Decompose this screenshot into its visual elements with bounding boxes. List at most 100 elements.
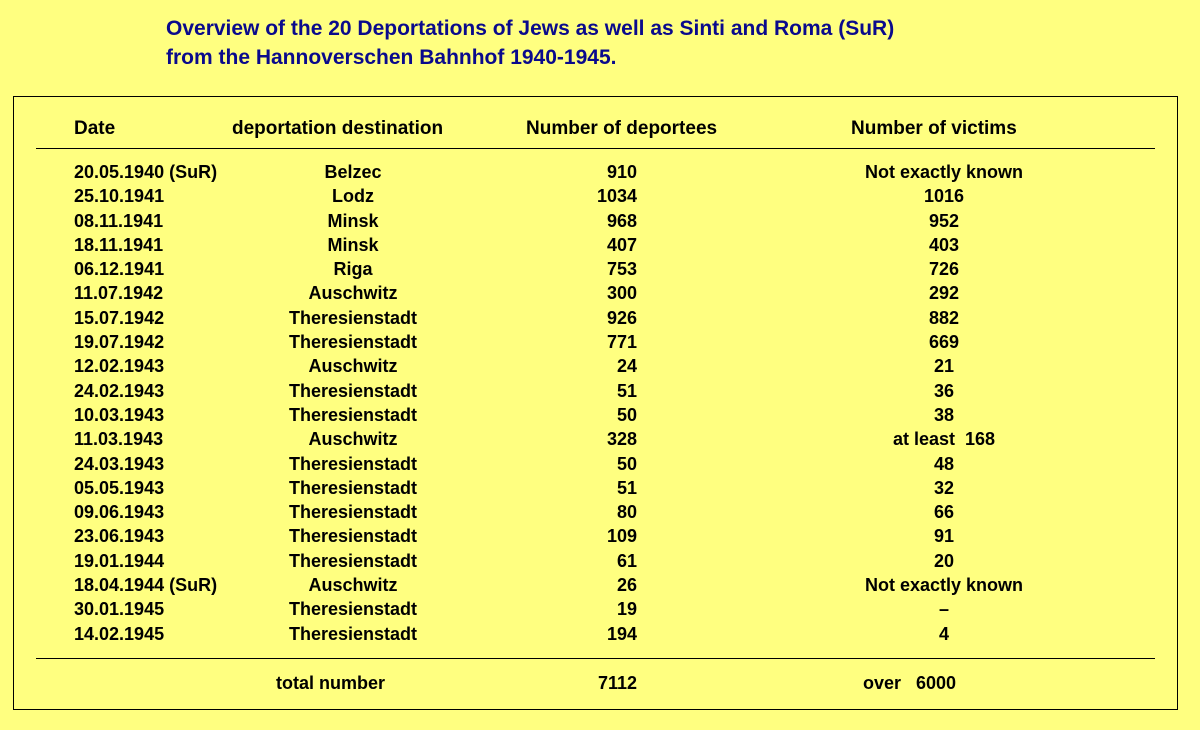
row-destination: Minsk: [327, 210, 379, 231]
table-row: 14.02.1945 Theresienstadt 194 4: [0, 622, 1200, 646]
table-row: 19.01.1944 Theresienstadt 61 20: [0, 549, 1200, 573]
header-date: Date: [74, 118, 116, 139]
row-date: 14.02.1945: [74, 623, 165, 644]
row-destination: Theresienstadt: [288, 599, 418, 620]
row-destination: Auschwitz: [308, 429, 398, 450]
row-deportees: 51: [616, 380, 637, 401]
title-line-2: from the Hannoverschen Bahnhof 1940-1945…: [166, 46, 617, 69]
row-date: 25.10.1941: [74, 186, 165, 207]
row-victims: 32: [933, 477, 955, 498]
row-victims: 952: [928, 210, 960, 231]
row-date: 08.11.1941: [74, 210, 164, 231]
row-victims: 66: [933, 502, 955, 523]
row-victims: 36: [933, 380, 955, 401]
row-date: 12.02.1943: [74, 356, 165, 377]
table-row: 06.12.1941 Riga 753 726: [0, 257, 1200, 281]
row-destination: Lodz: [332, 186, 374, 207]
row-victims: –: [938, 599, 950, 620]
table-row: 12.02.1943 Auschwitz 24 21: [0, 354, 1200, 378]
row-deportees: 328: [606, 429, 637, 450]
total-label: total number: [276, 673, 386, 693]
row-destination: Riga: [333, 259, 373, 280]
row-destination: Belzec: [324, 162, 382, 182]
table-row: 18.04.1944 (SuR) Auschwitz 26 Not exactly k…: [0, 573, 1200, 597]
table-row: 20.05.1940 (SuR) Belzec 910 Not exactly kno…: [0, 160, 1200, 184]
row-date: 19.01.1944: [74, 550, 165, 571]
row-victims: 91: [933, 526, 955, 547]
table-row: 25.10.1941 Lodz 1034 1016: [0, 184, 1200, 208]
row-deportees: 968: [606, 210, 637, 231]
table-row: 18.11.1941 Minsk 407 403: [0, 233, 1200, 257]
row-date: 18.04.1944 (SuR): [74, 575, 218, 596]
table-row: 23.06.1943 Theresienstadt 109 91: [0, 524, 1200, 548]
row-victims: 1016: [923, 186, 965, 207]
table-row: 30.01.1945 Theresienstadt 19 –: [0, 597, 1200, 621]
row-victims: 292: [928, 283, 960, 304]
row-deportees: 51: [616, 477, 637, 498]
row-victims: 726: [928, 259, 960, 280]
row-date: 30.01.1945: [74, 599, 165, 620]
row-deportees: 1034: [596, 186, 637, 207]
row-victims: Not exactly known: [864, 575, 1024, 596]
total-divider: [36, 658, 1155, 659]
title-line-1: Overview of the 20 Deportations of Jews …: [166, 17, 895, 40]
row-date: 11.03.1943: [74, 429, 164, 450]
table-row: 19.07.1942 Theresienstadt 771 669: [0, 330, 1200, 354]
row-date: 15.07.1942: [74, 307, 165, 328]
row-deportees: 24: [616, 356, 637, 377]
header-destination: deportation destination: [232, 118, 444, 139]
deportation-table-body: 20.05.1940 (SuR) Belzec 910 Not exactly kno…: [0, 160, 1200, 646]
total-deportees: 7112: [597, 673, 637, 693]
table-row: 11.07.1942 Auschwitz 300 292: [0, 281, 1200, 305]
row-deportees: 26: [616, 575, 637, 596]
header-victims: Number of victims: [851, 118, 1017, 139]
row-date: 18.11.1941: [74, 234, 164, 255]
row-deportees: 753: [606, 259, 637, 280]
row-destination: Theresienstadt: [288, 502, 418, 523]
row-date: 23.06.1943: [74, 526, 165, 547]
header-deportees: Number of deportees: [526, 118, 718, 139]
row-date: 06.12.1941: [74, 259, 165, 280]
row-date: 20.05.1940 (SuR): [74, 162, 218, 182]
row-victims: at least 168: [892, 429, 996, 450]
row-destination: Theresienstadt: [288, 404, 418, 425]
table-row: 09.06.1943 Theresienstadt 80 66: [0, 500, 1200, 524]
row-victims: 21: [933, 356, 955, 377]
row-deportees: 300: [606, 283, 637, 304]
row-date: 09.06.1943: [74, 502, 165, 523]
row-destination: Theresienstadt: [288, 453, 418, 474]
table-row: 05.05.1943 Theresienstadt 51 32: [0, 476, 1200, 500]
table-row: 11.03.1943 Auschwitz 328 at least 168: [0, 427, 1200, 451]
row-victims: 38: [933, 404, 955, 425]
row-date: 24.03.1943: [74, 453, 165, 474]
row-deportees: 50: [616, 404, 637, 425]
row-date: 05.05.1943: [74, 477, 165, 498]
table-row: 24.02.1943 Theresienstadt 51 36: [0, 379, 1200, 403]
row-deportees: 80: [616, 502, 637, 523]
row-victims: 48: [933, 453, 955, 474]
row-destination: Theresienstadt: [288, 526, 418, 547]
row-deportees: 926: [606, 307, 637, 328]
row-destination: Theresienstadt: [288, 332, 418, 353]
row-deportees: 771: [606, 332, 637, 353]
row-date: 19.07.1942: [74, 332, 165, 353]
row-destination: Auschwitz: [308, 356, 398, 377]
row-victims: 882: [928, 307, 960, 328]
row-destination: Theresienstadt: [288, 550, 418, 571]
row-destination: Theresienstadt: [288, 307, 418, 328]
row-victims: 669: [928, 332, 960, 353]
row-destination: Theresienstadt: [288, 477, 418, 498]
header-divider: [36, 148, 1155, 149]
row-deportees: 407: [606, 234, 637, 255]
row-destination: Theresienstadt: [288, 623, 418, 644]
table-row: 08.11.1941 Minsk 968 952: [0, 209, 1200, 233]
row-victims: Not exactly known: [864, 162, 1024, 182]
row-date: 24.02.1943: [74, 380, 165, 401]
row-deportees: 19: [616, 599, 637, 620]
table-frame: [13, 96, 1178, 710]
table-row: 24.03.1943 Theresienstadt 50 48: [0, 452, 1200, 476]
row-deportees: 109: [606, 526, 637, 547]
table-row: 10.03.1943 Theresienstadt 50 38: [0, 403, 1200, 427]
row-deportees: 910: [606, 162, 637, 182]
row-destination: Minsk: [327, 234, 379, 255]
